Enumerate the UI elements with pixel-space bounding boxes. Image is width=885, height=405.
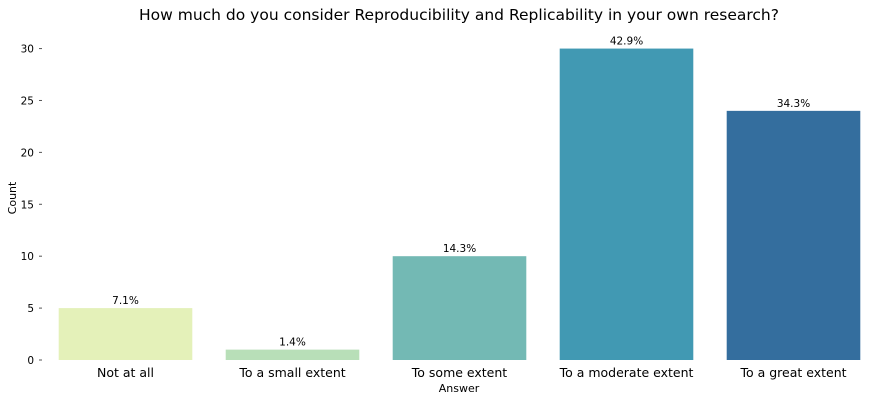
x-tick-label: To a moderate extent	[559, 365, 694, 380]
y-tick-label: 25	[21, 95, 34, 107]
bars	[58, 48, 861, 360]
y-tick-label: 20	[21, 147, 34, 159]
y-tick-label: 10	[21, 251, 34, 263]
bar	[392, 256, 527, 360]
chart-title: How much do you consider Reproducibility…	[139, 6, 779, 24]
x-tick-label: To some extent	[411, 365, 508, 380]
bar-data-label: 1.4%	[279, 337, 306, 349]
bar	[726, 110, 861, 360]
bar	[225, 349, 360, 360]
x-tick-label: To a great extent	[739, 365, 846, 380]
y-tick-label: 5	[27, 303, 34, 315]
x-tick-label: Not at all	[97, 365, 154, 380]
y-tick-label: 30	[21, 44, 34, 56]
x-axis-label: Answer	[439, 382, 480, 395]
bar-data-label: 42.9%	[610, 36, 643, 48]
x-tick-label: To a small extent	[238, 365, 345, 380]
y-axis-ticks: 0 5 10 15 20 25 30	[21, 44, 42, 367]
bar-data-label: 34.3%	[777, 98, 810, 110]
y-tick-label: 15	[21, 199, 34, 211]
y-tick-label: 0	[27, 355, 34, 367]
bar-data-labels: 7.1% 1.4% 14.3% 42.9% 34.3%	[112, 36, 810, 349]
bar	[58, 308, 193, 360]
bar	[559, 48, 694, 360]
bar-data-label: 7.1%	[112, 295, 139, 307]
bar-data-label: 14.3%	[443, 243, 476, 255]
x-axis-ticks: Not at all To a small extent To some exten…	[97, 365, 847, 380]
y-axis-label: Count	[6, 181, 19, 214]
